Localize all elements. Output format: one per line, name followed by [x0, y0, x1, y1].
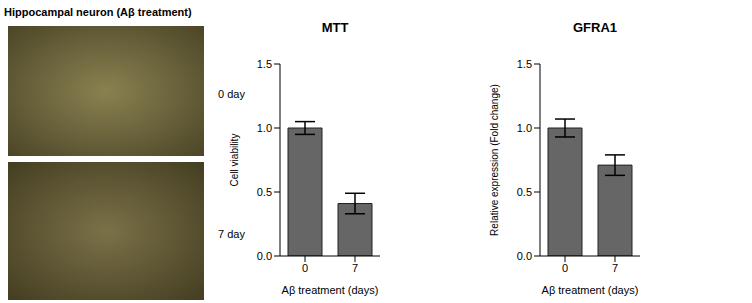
svg-text:Cell viability: Cell viability	[229, 134, 240, 187]
svg-text:Aβ treatment (days): Aβ treatment (days)	[542, 284, 639, 296]
html-text:MTT: MTT	[321, 20, 349, 35]
svg-text:7: 7	[612, 262, 618, 274]
svg-text:Aβ treatment (days): Aβ treatment (days)	[282, 284, 379, 296]
html-text:Hippocampal neuron (Aβ treatme: Hippocampal neuron (Aβ treatment)	[4, 6, 192, 18]
html-text:GFRA1: GFRA1	[573, 20, 617, 35]
svg-text:0.5: 0.5	[257, 186, 272, 198]
svg-text:7: 7	[352, 262, 358, 274]
svg-text:0: 0	[562, 262, 568, 274]
svg-text:1.5: 1.5	[517, 58, 532, 70]
html-text:0 day: 0 day	[218, 88, 245, 100]
svg-text:0: 0	[302, 262, 308, 274]
svg-text:1.0: 1.0	[257, 122, 272, 134]
svg-text:0.0: 0.0	[257, 250, 272, 262]
svg-text:0.5: 0.5	[517, 186, 532, 198]
svg-text:Relative expression (Fold chan: Relative expression (Fold change)	[489, 84, 500, 236]
html-text:7 day: 7 day	[218, 228, 245, 240]
svg-text:1.0: 1.0	[517, 122, 532, 134]
svg-text:1.5: 1.5	[257, 58, 272, 70]
svg-text:0.0: 0.0	[517, 250, 532, 262]
